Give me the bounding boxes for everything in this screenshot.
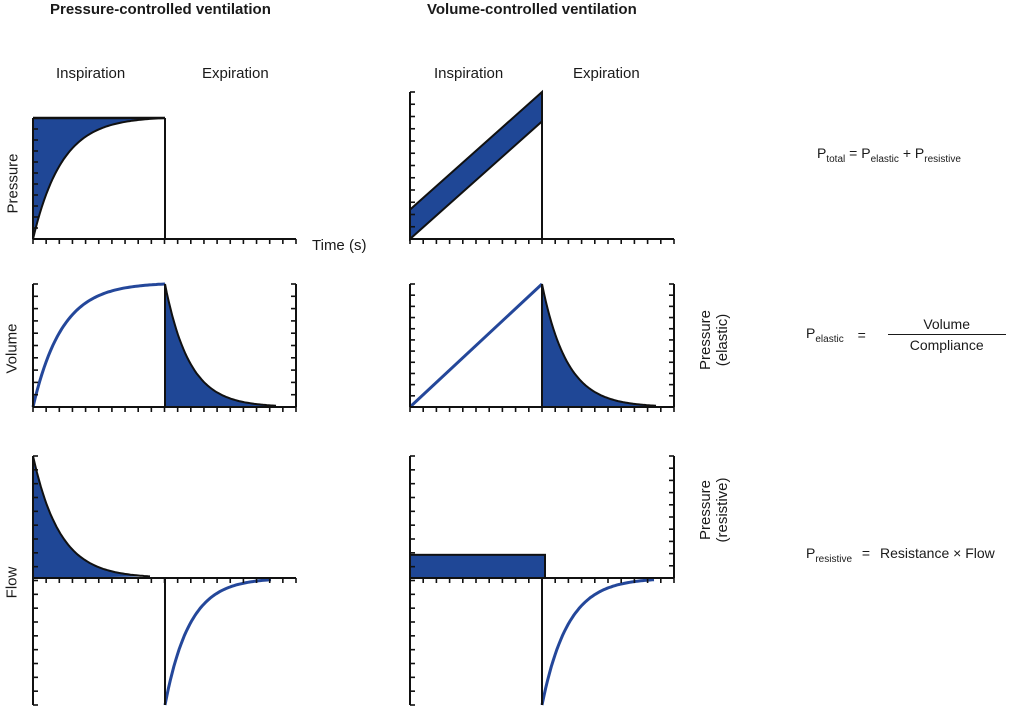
vc-column-title: Volume-controlled ventilation bbox=[427, 1, 637, 18]
vc-flow-expiration-curve bbox=[540, 578, 655, 706]
vc-volume-expiration-area bbox=[542, 284, 656, 407]
eq-elastic-fraction: Volume Compliance bbox=[887, 316, 1006, 353]
vc-volume-inspiration-ramp bbox=[408, 282, 544, 409]
eq-total-term1: Pelastic bbox=[861, 145, 899, 165]
time-axis-label: Time (s) bbox=[312, 237, 367, 254]
vc-inspiration-label: Inspiration bbox=[434, 65, 504, 82]
eq-resistive-lhs: Presistive bbox=[806, 545, 853, 565]
pc-inspiration-label: Inspiration bbox=[56, 65, 126, 82]
pc-flow-inspiration-curve bbox=[32, 455, 151, 578]
pc-volume-inspiration-curve bbox=[31, 282, 166, 408]
eq-resistive-equals: = bbox=[861, 545, 871, 561]
eq-total-equals: = bbox=[849, 145, 858, 161]
equation-elastic-pressure: Pelastic = Volume Compliance bbox=[806, 316, 1006, 353]
equation-resistive-pressure: Presistive = Resistance × Flow bbox=[806, 545, 995, 565]
eq-elastic-numerator: Volume bbox=[887, 316, 1006, 335]
pc-volume-expiration-curve bbox=[164, 283, 277, 407]
pc-expiration-label: Expiration bbox=[202, 65, 269, 82]
vc-expiration-label: Expiration bbox=[573, 65, 640, 82]
pc-pressure-resistive-area bbox=[33, 118, 165, 239]
eq-total-term2: Presistive bbox=[914, 145, 961, 165]
pc-column-title: Pressure-controlled ventilation bbox=[50, 1, 271, 18]
pc-pressure-alveolar-curve bbox=[32, 117, 166, 240]
pc-volume-expiration-area bbox=[165, 284, 276, 407]
eq-resistive-rhs: Resistance × Flow bbox=[880, 545, 995, 561]
eq-elastic-equals: = bbox=[857, 326, 866, 343]
vc-pressure-resistive-band bbox=[409, 89, 543, 242]
eq-total-plus: + bbox=[902, 145, 911, 161]
equation-total-pressure: Ptotal = Pelastic + Presistive bbox=[817, 145, 961, 165]
pc-flow-inspiration-area bbox=[33, 456, 150, 578]
vc-volume-expiration-curve bbox=[541, 283, 657, 407]
eq-elastic-lhs: Pelastic bbox=[806, 324, 844, 345]
pc-flow-expiration-curve bbox=[163, 578, 272, 706]
vc-flow-inspiration-square bbox=[409, 553, 546, 580]
eq-elastic-denominator: Compliance bbox=[909, 337, 984, 353]
eq-total-lhs: Ptotal bbox=[817, 145, 846, 165]
